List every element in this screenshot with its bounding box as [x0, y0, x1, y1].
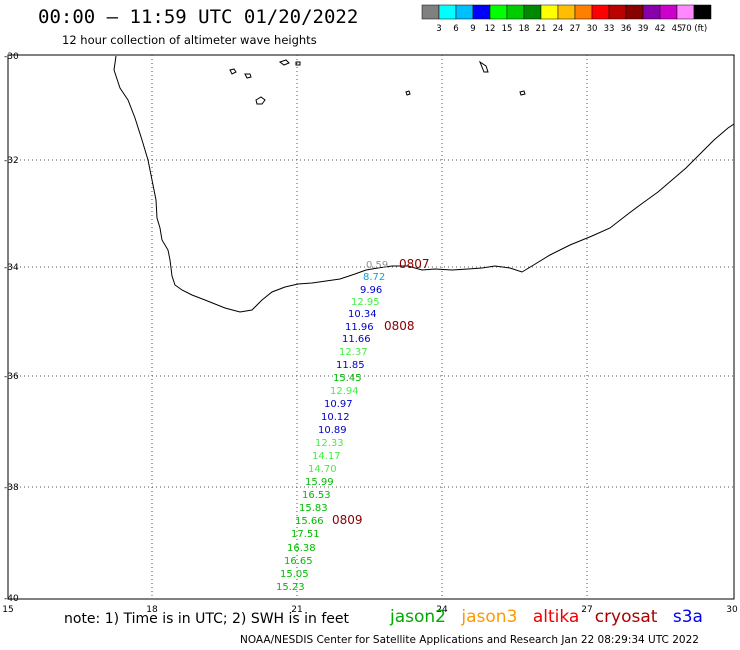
swh-label: 15.99 — [305, 477, 334, 488]
legend-label: 18 — [519, 24, 530, 34]
page-title: 00:00 – 11:59 UTC 01/20/2022 — [38, 6, 359, 28]
legend-swatch — [540, 4, 559, 20]
legend-label: 27 — [570, 24, 581, 34]
satellite-s3a: s3a — [672, 607, 703, 627]
lon-tick-label: 27 — [581, 605, 592, 615]
swh-label: 14.17 — [312, 451, 341, 462]
swh-label: 16.38 — [287, 543, 316, 554]
lat-tick-label: -30 — [4, 52, 19, 62]
legend-label: 42 — [655, 24, 666, 34]
legend-swatch — [693, 4, 712, 20]
legend-swatch — [438, 4, 457, 20]
satellite-jason3: jason3 — [461, 607, 518, 627]
legend-label: 15 — [502, 24, 513, 34]
lon-tick-label: 21 — [291, 605, 302, 615]
lat-tick-label: -32 — [4, 156, 19, 166]
swh-label: 9.96 — [360, 285, 382, 296]
footer-note: note: 1) Time is in UTC; 2) SWH is in fe… — [64, 611, 350, 627]
legend-swatch — [625, 4, 644, 20]
swh-label: 10.89 — [318, 425, 347, 436]
legend-swatch — [608, 4, 627, 20]
coastline — [113, 55, 735, 313]
lat-tick-label: -38 — [4, 483, 19, 493]
swh-label: 17.51 — [291, 529, 320, 540]
swh-label: 16.53 — [302, 490, 331, 501]
swh-label: 16.65 — [284, 556, 313, 567]
legend-swatch — [557, 4, 576, 20]
swh-label: 0.59 — [366, 260, 388, 271]
legend-label: 70 (ft) — [681, 24, 707, 34]
swh-label: 11.66 — [342, 334, 371, 345]
swh-label: 14.70 — [308, 464, 337, 475]
swh-label: 10.34 — [348, 309, 377, 320]
legend-swatch — [676, 4, 695, 20]
swh-label: 11.96 — [345, 322, 374, 333]
lon-tick-label: 30 — [726, 605, 738, 615]
time-label: 0808 — [384, 319, 415, 333]
legend-label: 36 — [621, 24, 632, 34]
legend-label: 21 — [536, 24, 547, 34]
lat-tick-label: -36 — [4, 372, 19, 382]
legend-swatch — [455, 4, 474, 20]
legend-swatch — [489, 4, 508, 20]
legend-label: 39 — [638, 24, 649, 34]
swh-label: 10.97 — [324, 399, 353, 410]
swh-label: 12.33 — [315, 438, 344, 449]
legend-swatch — [421, 4, 440, 20]
map-frame — [7, 54, 735, 600]
swh-label: 15.05 — [280, 569, 309, 580]
lat-tick-label: -34 — [4, 263, 19, 273]
legend-label: 3 — [436, 24, 441, 34]
legend-label: 30 — [587, 24, 598, 34]
legend-label: 45 — [672, 24, 683, 34]
swh-label: 15.23 — [276, 582, 305, 593]
swh-label: 11.85 — [336, 360, 365, 371]
legend-swatch — [472, 4, 491, 20]
legend-swatch — [523, 4, 542, 20]
legend-label: 6 — [453, 24, 458, 34]
satellite-cryosat: cryosat — [594, 607, 658, 627]
legend-label: 24 — [553, 24, 564, 34]
footer-credit: NOAA/NESDIS Center for Satellite Applica… — [240, 634, 699, 646]
swh-label: 8.72 — [363, 272, 385, 283]
satellite-legend: jason2 jason3 altika cryosat s3a — [390, 607, 713, 627]
legend-swatch — [574, 4, 593, 20]
legend-swatch — [642, 4, 661, 20]
legend-label: 33 — [604, 24, 615, 34]
swh-label: 12.95 — [351, 297, 380, 308]
legend-label: 9 — [470, 24, 475, 34]
lat-tick-label: -40 — [4, 594, 19, 604]
page-subtitle: 12 hour collection of altimeter wave hei… — [62, 33, 317, 47]
legend-swatch — [659, 4, 678, 20]
time-label: 0807 — [399, 257, 430, 271]
legend-swatch — [506, 4, 525, 20]
swh-label: 10.12 — [321, 412, 350, 423]
axis-labels: 15 18 21 24 27 30 -30 -32 -34 -36 -38 -40 — [2, 52, 738, 615]
time-label: 0809 — [332, 513, 363, 527]
lon-tick-label: 18 — [146, 605, 158, 615]
swh-label: 15.45 — [333, 373, 362, 384]
satellite-jason2: jason2 — [390, 607, 446, 627]
legend-label: 12 — [485, 24, 496, 34]
lon-tick-label: 15 — [2, 605, 13, 615]
satellite-altika: altika — [532, 607, 580, 627]
legend-swatch — [591, 4, 610, 20]
swh-label: 12.37 — [339, 347, 368, 358]
lon-tick-label: 24 — [436, 605, 448, 615]
swh-label: 15.66 — [295, 516, 324, 527]
swh-label: 15.83 — [299, 503, 328, 514]
lat-lon-grid — [8, 55, 734, 599]
swh-label: 12.94 — [330, 386, 359, 397]
